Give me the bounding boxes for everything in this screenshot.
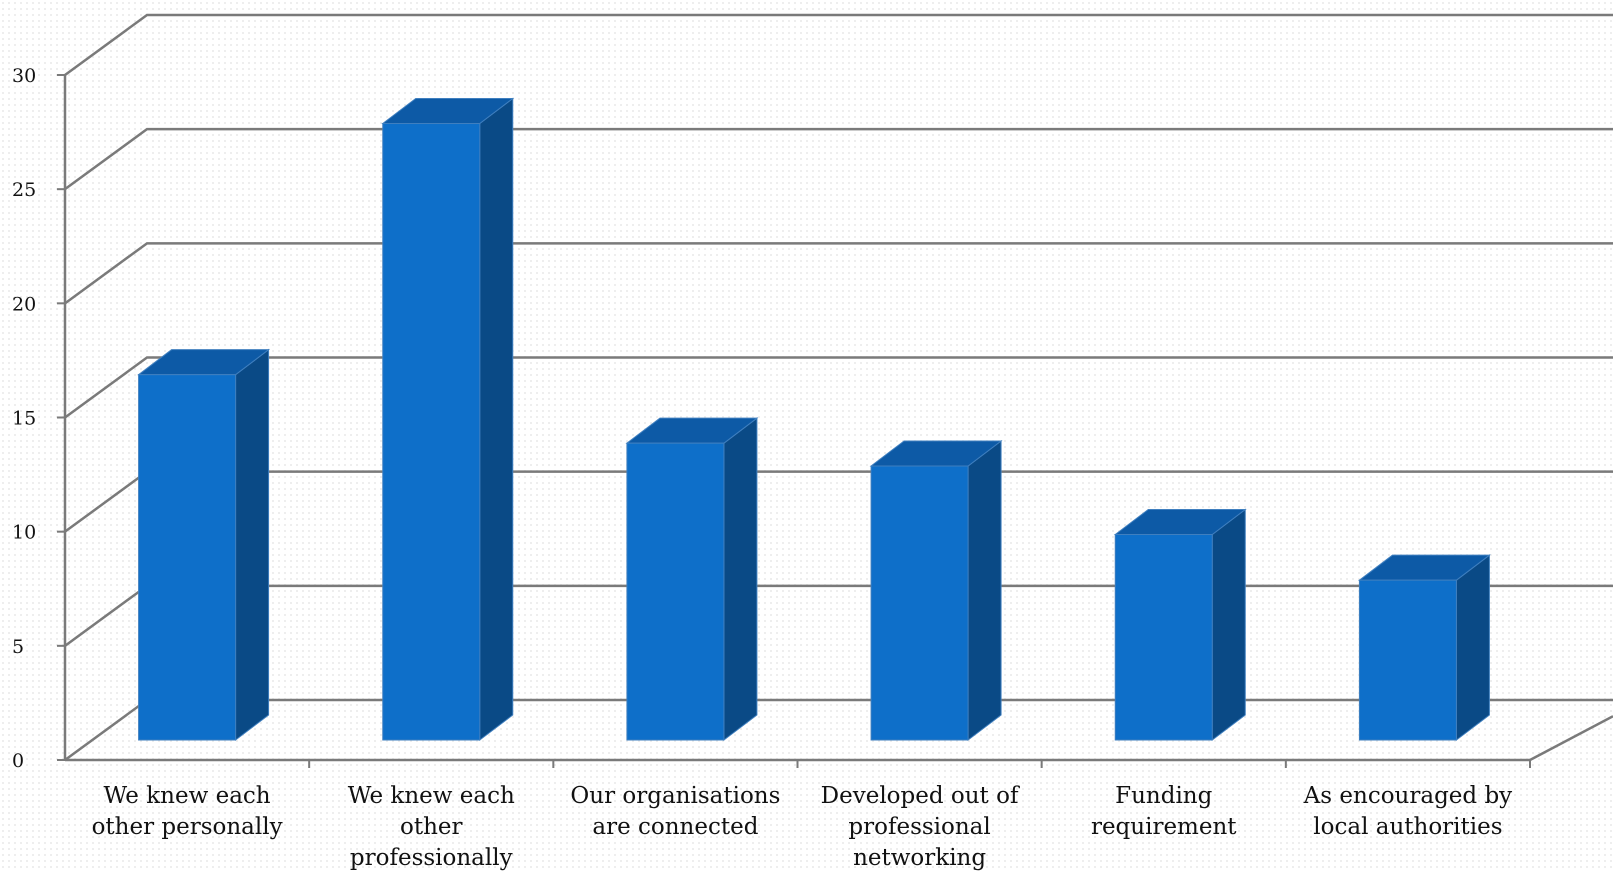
bar-front	[870, 465, 969, 741]
bar-side	[479, 97, 514, 742]
bar-side	[723, 417, 758, 742]
y-tick-label: 10	[12, 522, 36, 544]
bar	[1113, 508, 1247, 742]
bars-layer	[137, 97, 1491, 742]
bar-side	[967, 439, 1002, 742]
x-tick-label: We knew each other personally	[92, 783, 283, 840]
bar	[137, 348, 271, 742]
bar-front	[138, 374, 237, 741]
gridline	[64, 127, 1613, 191]
gridline	[64, 356, 1613, 419]
bar-front	[382, 123, 481, 741]
bar-front	[1114, 534, 1213, 741]
y-tick-label: 15	[12, 408, 36, 430]
gridline	[64, 242, 1613, 305]
x-tick-label: Funding requirement	[1091, 783, 1237, 840]
axis-layer	[57, 74, 1531, 768]
floor-edge	[1529, 715, 1613, 762]
gridline	[64, 470, 1613, 533]
y-tick-label: 5	[12, 636, 24, 658]
x-tick-label: As encouraged by local authorities	[1303, 783, 1512, 840]
y-tick-label: 30	[12, 65, 36, 87]
bar-side	[1211, 508, 1246, 742]
x-tick-label: Our organisations are connected	[570, 783, 780, 840]
bar	[869, 439, 1003, 742]
x-tick-label: We knew each other professionally	[348, 783, 515, 871]
gridline	[64, 13, 1613, 77]
bar-side	[235, 348, 270, 742]
bar-front	[1358, 579, 1457, 741]
bar-side	[1455, 554, 1490, 742]
bar	[1357, 554, 1491, 742]
labels-layer: 0 5 10 15 20 25 30 We knew each other personally…	[12, 65, 1512, 871]
bar-front	[626, 442, 725, 741]
bar	[625, 417, 759, 742]
y-tick-label: 0	[12, 750, 24, 772]
x-tick-label: Developed out of professional networking	[821, 783, 1020, 871]
y-tick-label: 20	[12, 293, 36, 315]
bar	[381, 97, 515, 742]
y-tick-label: 25	[12, 179, 36, 201]
